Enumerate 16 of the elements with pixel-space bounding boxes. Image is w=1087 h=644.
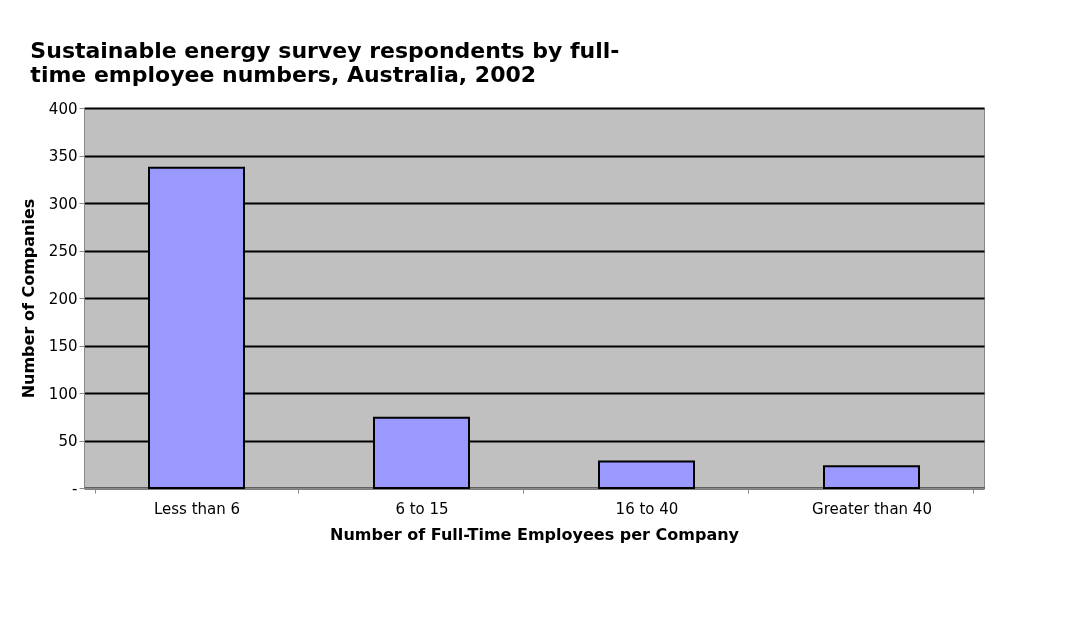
y-tick-label: 250 bbox=[48, 242, 78, 260]
y-tick-label: 300 bbox=[48, 194, 78, 213]
y-tick-label: 400 bbox=[48, 99, 78, 118]
x-tick-label: 6 to 15 bbox=[395, 499, 449, 518]
x-tick-label: Greater than 40 bbox=[812, 499, 932, 518]
y-tick-label: 50 bbox=[58, 432, 78, 450]
chart-title: Sustainable energy survey respondents by full-time employee numbers, Australia, 2002 bbox=[30, 38, 620, 87]
x-tick-label: Less than 6 bbox=[153, 499, 241, 518]
x-tick-label: 16 to 40 bbox=[615, 499, 679, 518]
y-tick-label: - bbox=[72, 479, 78, 498]
x-axis-title: Number of Full-Time Employees per Company bbox=[329, 524, 740, 544]
y-tick-label: 200 bbox=[48, 289, 78, 308]
y-tick-label: 100 bbox=[48, 384, 78, 403]
y-tick-label: 350 bbox=[48, 147, 78, 165]
y-tick-label: 150 bbox=[48, 337, 78, 355]
y-axis-title: Number of Companies bbox=[18, 198, 38, 399]
